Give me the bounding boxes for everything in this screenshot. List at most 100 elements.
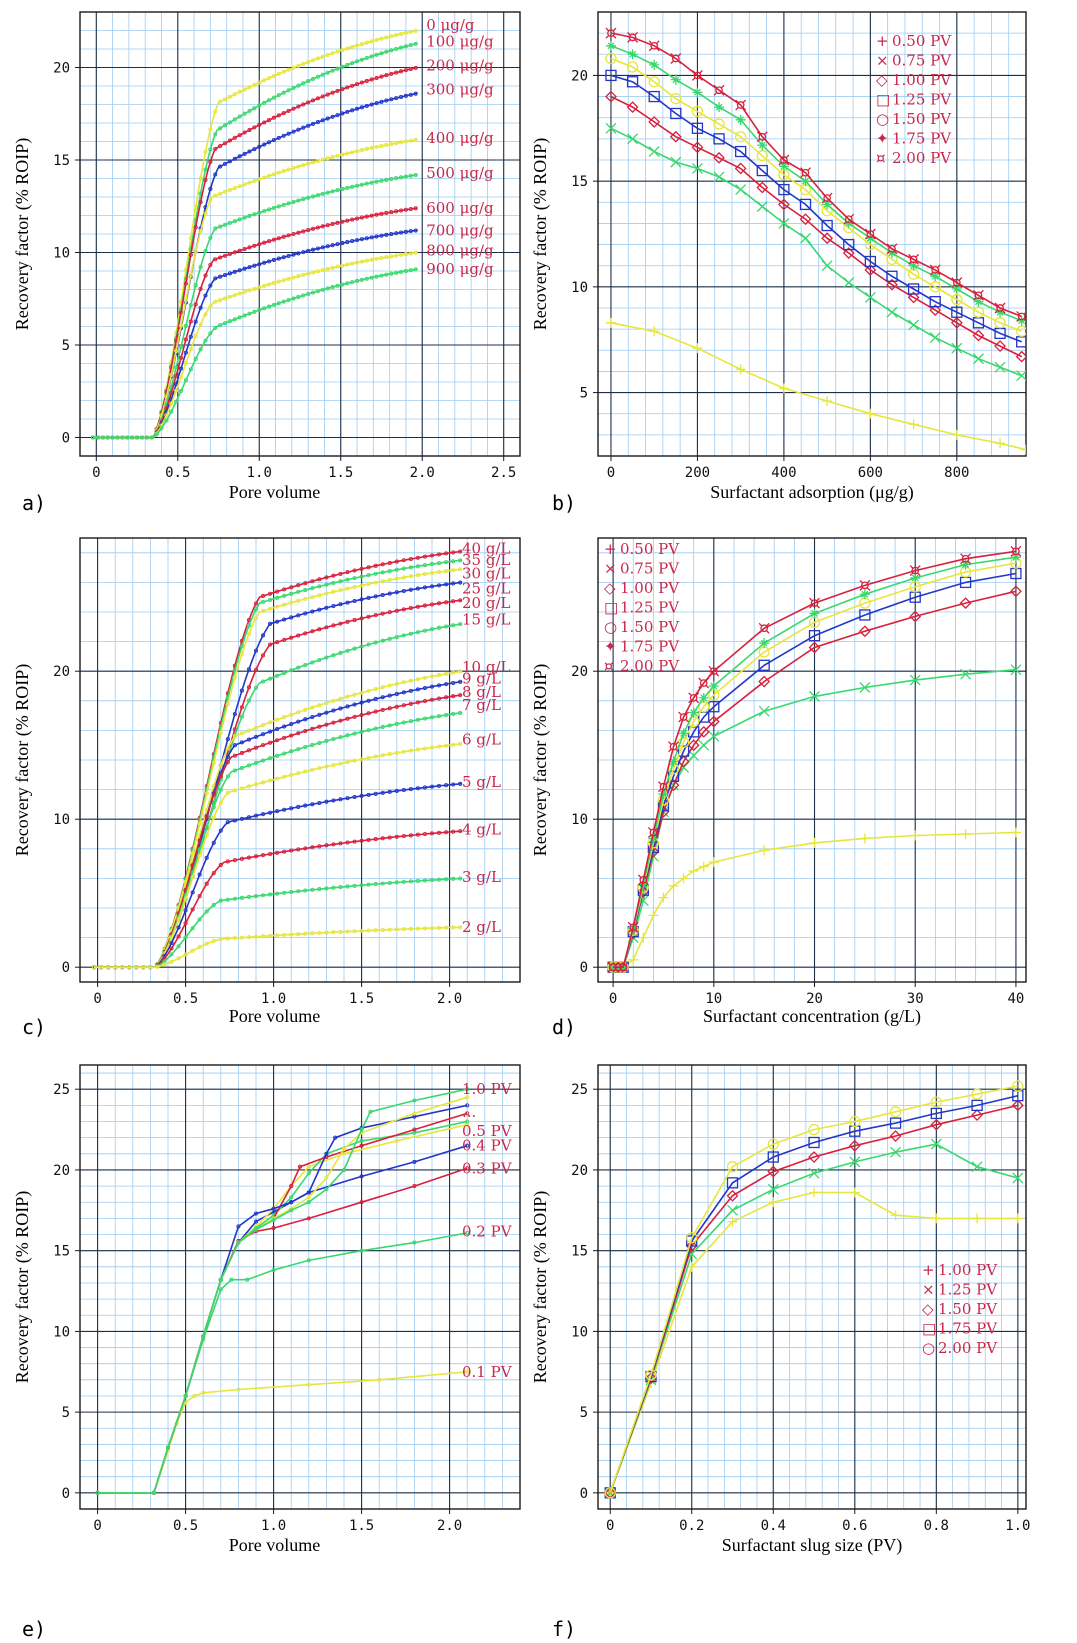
y-tick-label: 5 <box>580 1405 588 1421</box>
plus-marker <box>668 880 679 891</box>
data-point <box>218 774 223 779</box>
data-point <box>380 707 385 712</box>
data-point <box>246 894 252 900</box>
currency-marker <box>693 71 702 80</box>
data-point <box>188 334 193 339</box>
data-point <box>369 39 374 44</box>
data-point <box>374 212 379 217</box>
diamond-marker <box>864 264 877 276</box>
data-point <box>379 51 384 56</box>
data-point <box>306 1216 311 1221</box>
data-point <box>398 252 404 257</box>
data-point <box>139 435 144 440</box>
data-point <box>227 271 232 276</box>
data-point <box>242 111 247 116</box>
data-point <box>345 694 350 699</box>
data-point <box>310 160 316 165</box>
data-point <box>232 743 237 748</box>
data-point <box>325 92 330 97</box>
data-point <box>310 742 315 748</box>
data-point <box>341 1167 347 1172</box>
legend-marker: ◇ <box>876 71 888 89</box>
data-point <box>366 711 371 716</box>
data-point <box>296 198 301 203</box>
data-point <box>306 195 311 200</box>
data-point <box>315 96 320 101</box>
data-point <box>257 144 262 149</box>
data-point <box>218 99 223 104</box>
legend-marker: + <box>604 540 617 558</box>
plus-marker <box>951 429 962 440</box>
data-point <box>394 834 399 839</box>
data-point <box>354 183 360 188</box>
x-tick-label: 1.0 <box>1005 1518 1030 1534</box>
data-point <box>296 665 301 670</box>
currency-marker <box>843 213 855 225</box>
legend-label: 0.50 PV <box>620 540 680 558</box>
data-point <box>306 123 311 128</box>
data-point <box>275 726 280 732</box>
data-point <box>218 274 223 279</box>
data-point <box>169 952 174 957</box>
data-point <box>266 118 272 123</box>
circle-marker <box>691 105 704 118</box>
data-point <box>178 344 184 350</box>
data-point <box>325 52 330 58</box>
currency-marker <box>650 41 659 50</box>
data-point <box>384 98 389 103</box>
plus-marker <box>908 419 919 430</box>
data-point <box>232 768 237 773</box>
data-point <box>345 704 350 709</box>
data-point <box>203 177 208 183</box>
data-point <box>340 219 345 224</box>
data-point <box>188 273 193 278</box>
currency-marker <box>864 228 876 240</box>
plus-marker <box>809 837 820 848</box>
x-axis-label: Pore volume <box>229 482 321 502</box>
data-point <box>253 648 259 653</box>
data-point <box>208 235 213 240</box>
data-point <box>379 233 384 238</box>
data-point <box>444 600 449 605</box>
data-point <box>401 566 406 571</box>
data-point <box>211 840 216 845</box>
data-point <box>237 133 242 138</box>
star-marker <box>1010 552 1021 563</box>
data-point <box>227 251 232 257</box>
data-point <box>380 685 385 690</box>
data-point <box>208 147 213 152</box>
data-point <box>320 191 325 196</box>
currency-marker <box>974 291 983 300</box>
data-point <box>350 184 355 189</box>
data-point <box>451 559 456 564</box>
series-end-label: 500 μg/g <box>426 164 494 182</box>
data-point <box>373 640 378 645</box>
data-point <box>253 607 259 612</box>
data-point <box>338 571 343 576</box>
data-point <box>296 589 301 594</box>
data-point <box>227 294 232 299</box>
data-point <box>222 141 228 146</box>
diamond-marker <box>930 1118 943 1131</box>
data-point <box>408 92 413 97</box>
data-point <box>232 711 237 717</box>
data-point <box>359 1248 364 1253</box>
data-point <box>193 302 198 307</box>
data-point <box>359 644 364 649</box>
data-point <box>275 753 280 758</box>
data-point <box>359 237 364 242</box>
data-point <box>451 694 456 699</box>
y-tick-label: 20 <box>571 68 588 84</box>
currency-marker <box>669 742 678 751</box>
data-point <box>354 82 360 87</box>
data-point <box>373 726 378 731</box>
y-tick-label: 20 <box>53 664 70 680</box>
data-point <box>183 921 188 926</box>
plot-background <box>598 12 1026 456</box>
cross-marker <box>1010 664 1022 676</box>
data-point <box>444 551 449 556</box>
data-point <box>413 206 418 211</box>
data-point <box>379 255 384 261</box>
diamond-marker <box>648 116 661 128</box>
plus-marker <box>995 438 1006 449</box>
